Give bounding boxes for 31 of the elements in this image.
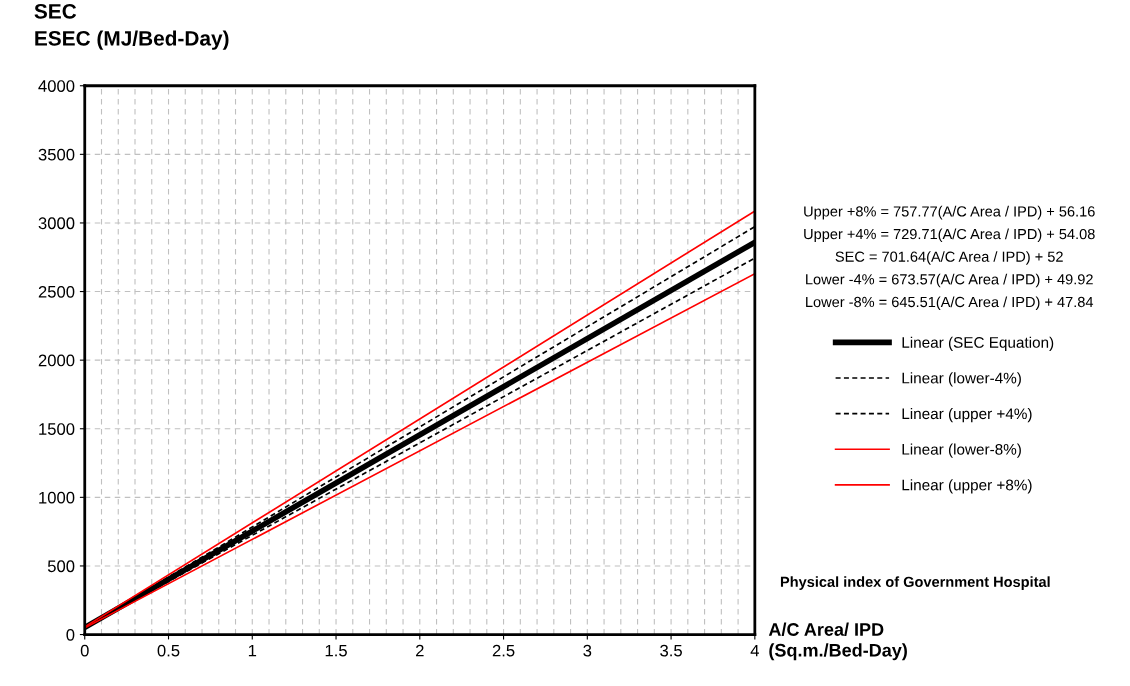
y-tick-label: 3500 xyxy=(38,148,75,161)
text: Lower -8% = 645.51(A/C Area / IPD) + 47.84 xyxy=(806,296,1094,310)
legend-label: Linear (SEC Equation) xyxy=(902,336,1054,351)
text: Lower -4% = 673.57(A/C Area / IPD) + 49.92 xyxy=(806,273,1093,288)
y-tick-label: 1000 xyxy=(39,491,75,504)
x-tick-label: 2 xyxy=(416,644,424,657)
x-tick-label: 1 xyxy=(248,644,257,657)
text: SEC = 701.64(A/C Area / IPD) + 52 xyxy=(835,251,1063,265)
y-tick-label: 500 xyxy=(47,560,75,573)
legend-label: Linear (lower-8%) xyxy=(902,443,1021,458)
y-tick-label: 3000 xyxy=(38,217,75,230)
x-tick-label: 2.5 xyxy=(492,644,515,657)
x-tick-label: 1.5 xyxy=(325,644,347,657)
legend-label: Linear (upper +4%) xyxy=(902,407,1032,423)
y-tick-label: 1500 xyxy=(39,423,75,435)
x-tick-label: 3.5 xyxy=(660,644,682,657)
text: Physical index of Government Hospital xyxy=(780,576,1050,590)
y-tick-label: 2000 xyxy=(38,354,75,367)
legend-label: Linear (lower-4%) xyxy=(902,372,1021,387)
y-tick-label: 2500 xyxy=(38,285,75,298)
x-tick-label: 4 xyxy=(750,644,759,657)
y-tick-label: 0 xyxy=(66,628,75,641)
x-tick-label: 3 xyxy=(583,644,592,657)
y-tick-label: 4000 xyxy=(38,80,75,92)
legend-label: Linear (upper +8%) xyxy=(902,479,1032,494)
y-axis-title: SEC ESEC (MJ/Bed-Day) xyxy=(34,3,229,50)
x-tick-label: 0 xyxy=(80,644,89,657)
x-tick-label: 0.5 xyxy=(157,644,180,657)
text: Upper +8% = 757.77(A/C Area / IPD) + 56.16 xyxy=(804,205,1095,220)
text: Upper +4% = 729.71(A/C Area / IPD) + 54.08 xyxy=(804,228,1095,243)
x-axis-title: A/C Area/ IPD (Sq.m./Bed-Day) xyxy=(768,622,907,661)
